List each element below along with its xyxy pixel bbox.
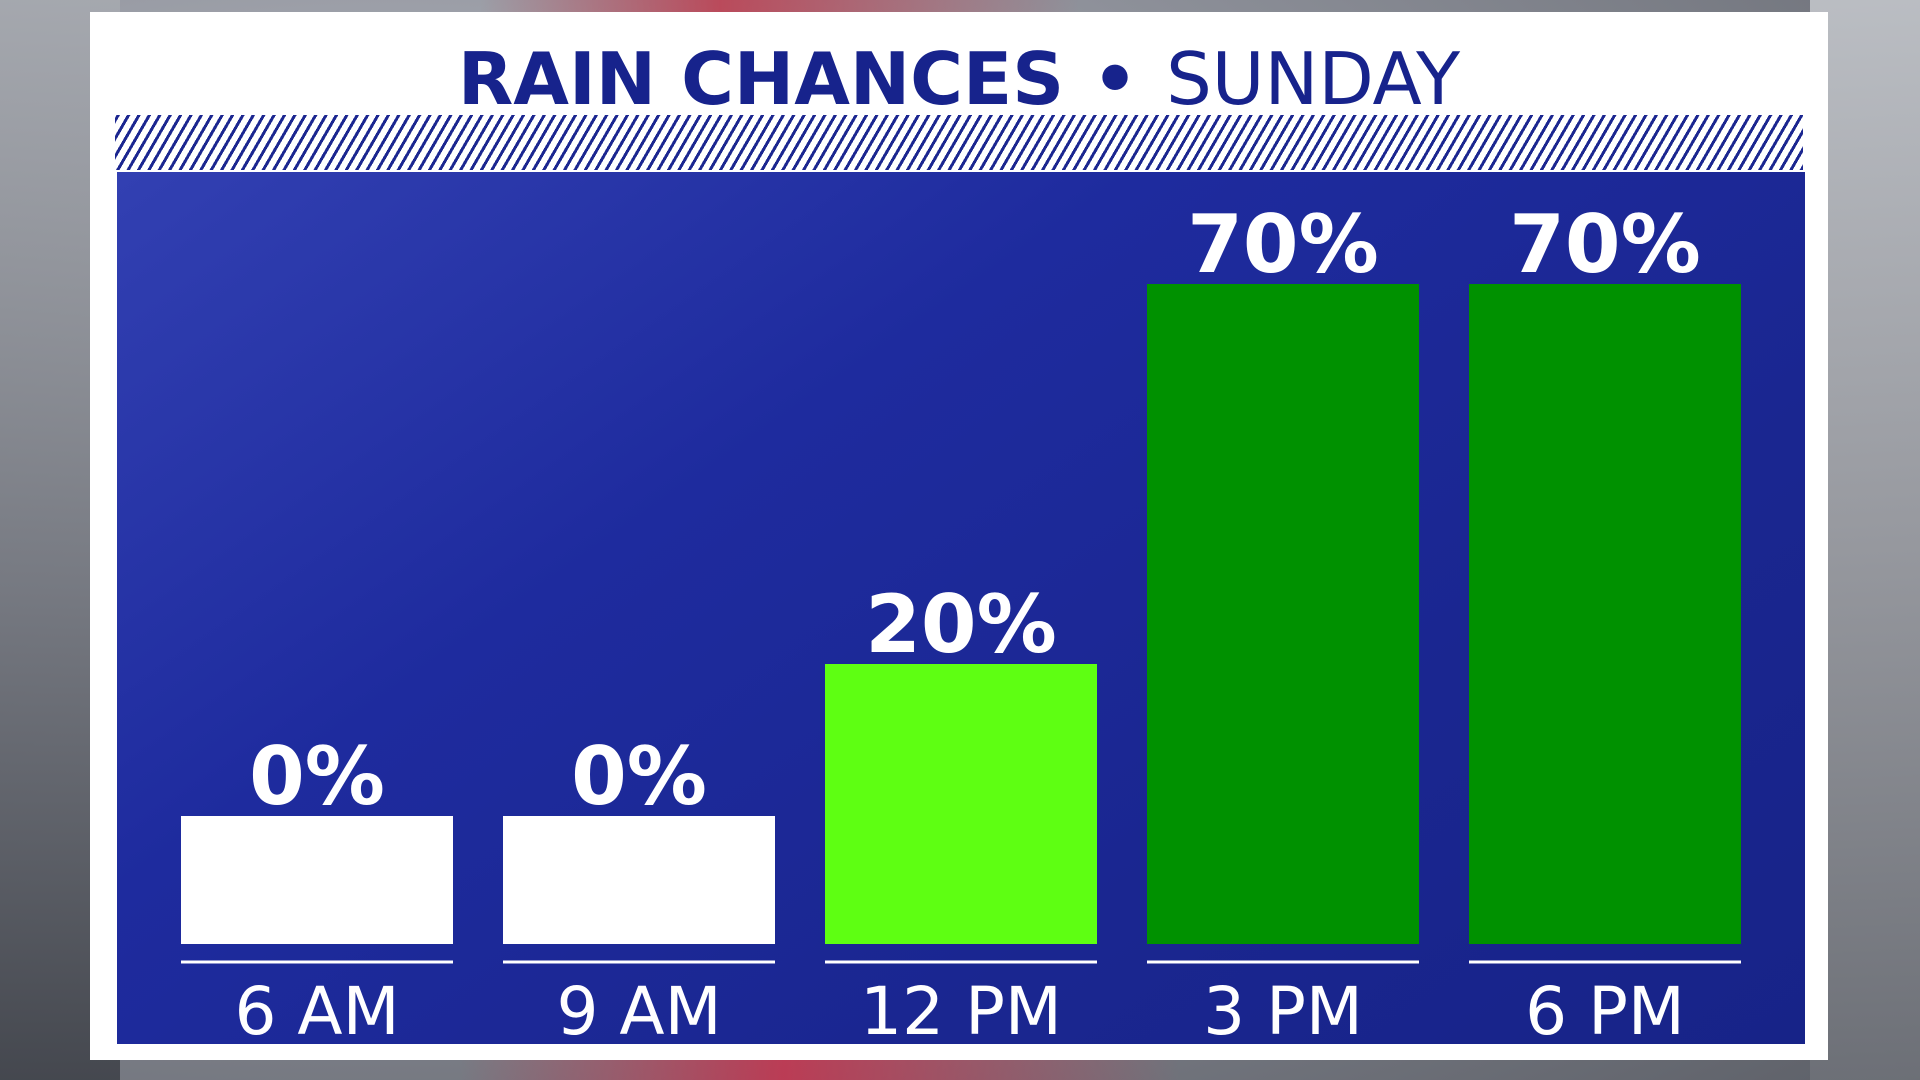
data-label-4: 70%	[1509, 198, 1700, 291]
background-accent-bottom	[460, 1060, 1180, 1080]
data-label-0: 0%	[249, 730, 385, 823]
data-label-2: 20%	[865, 578, 1056, 671]
bar-1	[503, 816, 775, 944]
bar-0	[181, 816, 453, 944]
bar-2	[825, 664, 1097, 944]
title-day: SUNDAY	[1166, 37, 1461, 121]
x-tick-label-1: 9 AM	[556, 973, 721, 1044]
hatched-divider	[115, 115, 1803, 170]
x-tick-label-3: 3 PM	[1203, 973, 1363, 1044]
title-separator: •	[1092, 37, 1139, 121]
x-tick-label-2: 12 PM	[860, 973, 1062, 1044]
background-right	[1810, 0, 1920, 1080]
bar-chart: 0% 6 AM 0% 9 AM 20% 12 PM 70% 3 PM 70% 6 PM	[181, 198, 1741, 1044]
data-label-3: 70%	[1187, 198, 1378, 291]
bar-4	[1469, 284, 1741, 944]
background-accent-top	[480, 0, 1080, 14]
chart-title: RAIN CHANCES • SUNDAY	[90, 34, 1828, 124]
data-label-1: 0%	[571, 730, 707, 823]
x-tick-label-4: 6 PM	[1525, 973, 1685, 1044]
x-tick-label-0: 6 AM	[234, 973, 399, 1044]
bar-3	[1147, 284, 1419, 944]
plot-area: 0% 6 AM 0% 9 AM 20% 12 PM 70% 3 PM 70% 6 PM	[117, 172, 1805, 1044]
title-main: RAIN CHANCES	[457, 37, 1065, 121]
graphic-card: RAIN CHANCES • SUNDAY 0% 6 AM 0% 9 AM 20% 12 PM…	[90, 12, 1828, 1060]
